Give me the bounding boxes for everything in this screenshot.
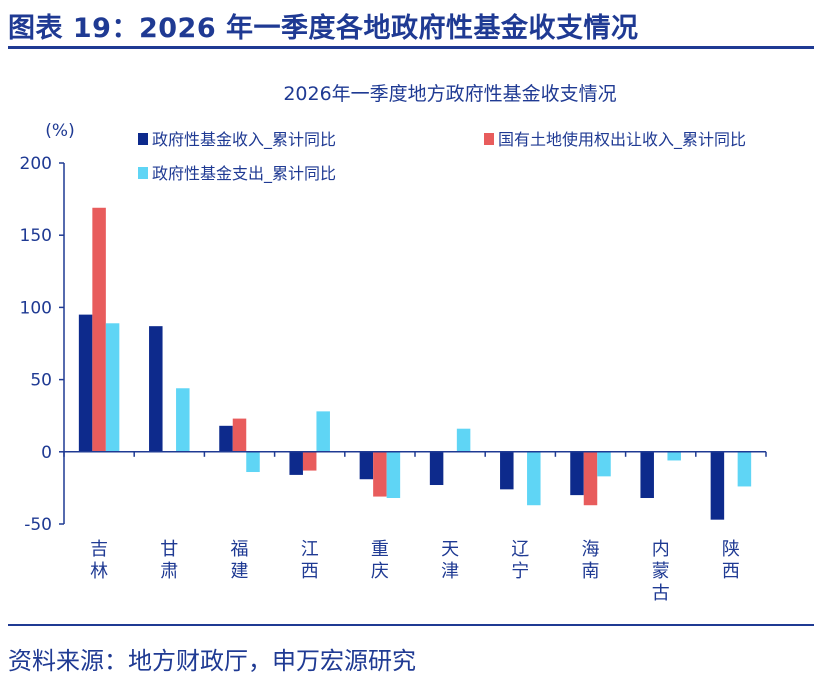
figure-title: 图表 19：2026 年一季度各地政府性基金收支情况 bbox=[8, 13, 639, 44]
legend-swatch-1 bbox=[138, 133, 148, 145]
bar-1 bbox=[149, 326, 163, 452]
bar-1 bbox=[570, 451, 584, 496]
category-label: 辽宁 bbox=[511, 539, 529, 582]
bar-3 bbox=[316, 411, 330, 452]
bar-2 bbox=[232, 418, 247, 452]
chart-title: 2026年一季度地方政府性基金收支情况 bbox=[283, 83, 616, 105]
bar-3 bbox=[246, 451, 260, 473]
legend-label-1: 政府性基金收入_累计同比 bbox=[152, 130, 336, 150]
chart: 2026年一季度地方政府性基金收支情况 (%) 政府性基金收入_累计同比 国有土地… bbox=[20, 83, 767, 604]
footer-divider bbox=[8, 624, 814, 626]
category-label: 江西 bbox=[301, 539, 319, 582]
y-tick-label: -50 bbox=[24, 515, 52, 535]
legend-swatch-2 bbox=[484, 133, 494, 145]
y-axis: -50 0 50 100 150 200 bbox=[20, 154, 65, 535]
bar-3 bbox=[105, 323, 120, 452]
category-label: 吉林 bbox=[90, 539, 108, 582]
legend-swatch-3 bbox=[138, 167, 148, 179]
y-tick-label: 150 bbox=[20, 226, 52, 246]
bar-3 bbox=[597, 451, 611, 477]
bar-3 bbox=[667, 451, 681, 461]
bar-1 bbox=[710, 451, 725, 520]
source-note: 资料来源：地方财政厅，申万宏源研究 bbox=[8, 647, 416, 675]
bar-3 bbox=[456, 428, 471, 452]
category-label: 天津 bbox=[441, 539, 459, 582]
y-tick-label: 100 bbox=[20, 298, 52, 318]
y-tick-label: 0 bbox=[41, 443, 52, 463]
bar-3 bbox=[386, 451, 401, 499]
category-label: 福建 bbox=[231, 539, 249, 582]
x-axis: 吉林 甘肃 福建 江西 重庆 天津 辽宁 海南 内蒙古 陕西 bbox=[63, 451, 767, 604]
bar-1 bbox=[289, 451, 303, 475]
bars bbox=[78, 207, 752, 520]
bar-2 bbox=[583, 451, 598, 506]
bar-1 bbox=[78, 314, 93, 452]
bar-3 bbox=[527, 451, 541, 506]
category-label: 陕西 bbox=[722, 539, 740, 582]
bar-2 bbox=[373, 451, 387, 497]
bar-1 bbox=[359, 451, 374, 480]
bar-3 bbox=[737, 451, 752, 487]
bar-1 bbox=[219, 425, 233, 452]
bar-3 bbox=[176, 388, 190, 452]
category-label: 重庆 bbox=[371, 539, 389, 582]
category-label: 甘肃 bbox=[160, 539, 178, 582]
y-tick-label: 200 bbox=[20, 154, 52, 174]
bar-1 bbox=[429, 451, 444, 486]
bar-1 bbox=[640, 451, 654, 499]
category-label: 内蒙古 bbox=[652, 539, 670, 604]
legend-label-2: 国有土地使用权出让收入_累计同比 bbox=[498, 130, 746, 150]
title-divider bbox=[8, 46, 814, 49]
bar-1 bbox=[500, 451, 514, 490]
legend-label-3: 政府性基金支出_累计同比 bbox=[152, 164, 336, 184]
y-tick-label: 50 bbox=[30, 371, 52, 391]
category-label: 海南 bbox=[582, 539, 600, 582]
y-axis-label: (%) bbox=[45, 121, 74, 141]
bar-2 bbox=[92, 207, 106, 452]
bar-2 bbox=[302, 451, 317, 471]
